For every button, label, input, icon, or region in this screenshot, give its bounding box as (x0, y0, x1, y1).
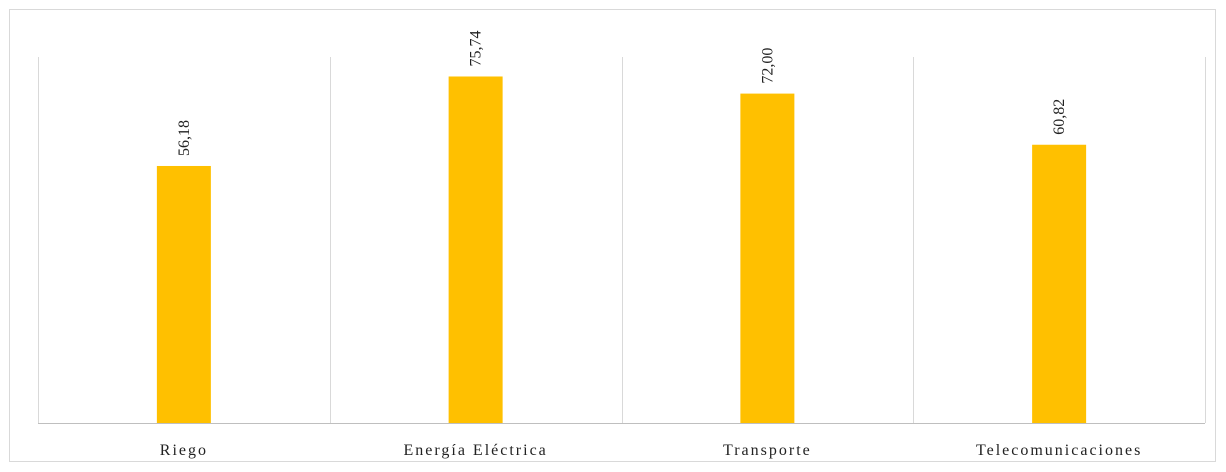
category-label: Telecomunicaciones (976, 442, 1142, 459)
bar (448, 76, 503, 423)
gridlines (38, 57, 1206, 423)
bar (156, 165, 211, 423)
category-label: Energía Eléctrica (403, 442, 547, 459)
category-labels: Riego Energía Eléctrica Transporte Telecomu… (160, 442, 1142, 459)
category-label: Riego (160, 442, 208, 459)
data-label: 72,00 (759, 48, 776, 84)
category-label: Transporte (723, 442, 812, 459)
data-label: 56,18 (176, 120, 193, 156)
data-label: 60,82 (1051, 99, 1068, 135)
data-labels: 56,18 75,74 72,00 60,82 (176, 30, 1068, 155)
data-label: 75,74 (468, 30, 485, 66)
bar (1032, 144, 1087, 423)
bars (156, 76, 1087, 423)
bar (740, 93, 795, 423)
